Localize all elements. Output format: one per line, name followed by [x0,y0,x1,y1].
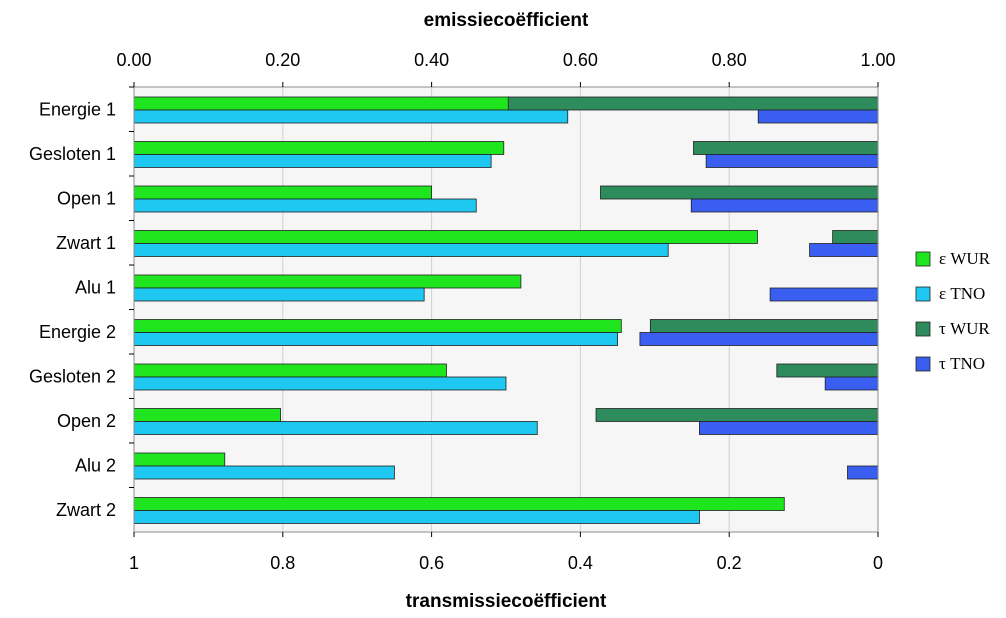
bar-epsilon-tno-gesloten-2 [133,376,507,391]
category-label-energie-1: Energie 1 [39,99,116,119]
bar-tau-tno-alu-1 [769,287,879,302]
top-tick-label: 1.00 [860,50,895,70]
bar-tau-tno-alu-2 [847,465,879,480]
category-label-zwart-1: Zwart 1 [56,233,116,253]
legend-swatch-tau-tno [915,356,931,372]
top-tick-label: 0.60 [563,50,598,70]
bar-epsilon-wur-open-2 [133,408,281,422]
bar-epsilon-wur-gesloten-1 [133,141,505,155]
category-label-alu-1: Alu 1 [75,277,116,297]
bottom-axis-title: transmissiecoëfficient [406,591,607,612]
bar-tau-wur-gesloten-2 [776,363,879,378]
bar-epsilon-tno-alu-2 [133,465,395,480]
bar-tau-wur-gesloten-1 [693,141,879,155]
legend-label-epsilon-tno: ε TNO [939,284,985,303]
bar-epsilon-tno-open-2 [133,421,538,435]
bar-tau-tno-energie-1 [757,109,879,124]
category-label-zwart-2: Zwart 2 [56,500,116,520]
bar-epsilon-tno-energie-2 [133,332,619,346]
bottom-tick-label: 0.6 [419,553,444,573]
top-tick-label: 0.80 [712,50,747,70]
bottom-tick-label: 0.2 [717,553,742,573]
bar-epsilon-wur-energie-1 [133,96,511,111]
top-tick-label: 0.40 [414,50,449,70]
category-label-alu-2: Alu 2 [75,455,116,475]
bar-epsilon-wur-alu-2 [133,452,226,467]
bars [133,96,879,524]
bar-tau-wur-energie-1 [507,96,879,111]
bottom-axis-ticks: 1 0.8 0.6 0.4 0.2 0 [129,532,883,573]
bar-tau-tno-open-1 [690,198,879,213]
top-axis-ticks: 0.00 0.20 0.40 0.60 0.80 1.00 [116,50,896,87]
bar-epsilon-tno-alu-1 [133,287,425,302]
bar-epsilon-wur-zwart-1 [133,230,758,244]
legend-swatch-tau-wur [915,321,931,337]
category-label-open-2: Open 2 [57,411,116,431]
bar-epsilon-tno-gesloten-1 [133,154,492,168]
bar-tau-wur-zwart-1 [832,230,879,244]
legend-label-tau-tno: τ TNO [939,354,985,373]
bar-epsilon-tno-open-1 [133,198,477,213]
bottom-tick-label: 0 [873,553,883,573]
bar-tau-tno-zwart-1 [809,243,879,257]
category-labels: Energie 1 Gesloten 1 Open 1 Zwart 1 Alu 1 Ene… [29,86,134,520]
legend-label-epsilon-wur: ε WUR [939,249,991,268]
bar-tau-tno-open-2 [699,421,879,435]
bar-tau-wur-open-1 [600,185,879,200]
category-label-open-1: Open 1 [57,188,116,208]
bar-epsilon-wur-gesloten-2 [133,363,447,378]
bar-epsilon-tno-zwart-2 [133,510,700,524]
legend: ε WUR ε TNO τ WUR τ TNO [915,249,991,373]
bar-epsilon-wur-alu-1 [133,274,522,289]
bar-tau-wur-energie-2 [649,319,879,333]
legend-swatch-epsilon-wur [915,251,931,267]
bar-tau-wur-open-2 [595,408,879,422]
bottom-tick-label: 0.4 [568,553,593,573]
category-label-gesloten-1: Gesloten 1 [29,144,116,164]
bar-epsilon-wur-zwart-2 [133,497,785,511]
bar-epsilon-wur-energie-2 [133,319,622,333]
bar-tau-tno-gesloten-2 [824,376,879,391]
top-tick-label: 0.00 [116,50,151,70]
bar-epsilon-tno-zwart-1 [133,243,669,257]
category-label-energie-2: Energie 2 [39,322,116,342]
bar-tau-tno-gesloten-1 [705,154,879,168]
top-tick-label: 0.20 [265,50,300,70]
bar-epsilon-tno-energie-1 [133,109,569,124]
top-axis-title: emissiecoëfficient [424,10,589,31]
bottom-tick-label: 1 [129,553,139,573]
legend-swatch-epsilon-tno [915,286,931,302]
category-label-gesloten-2: Gesloten 2 [29,366,116,386]
bar-tau-tno-energie-2 [639,332,879,346]
bar-epsilon-wur-open-1 [133,185,433,200]
bottom-tick-label: 0.8 [270,553,295,573]
legend-label-tau-wur: τ WUR [939,319,990,338]
